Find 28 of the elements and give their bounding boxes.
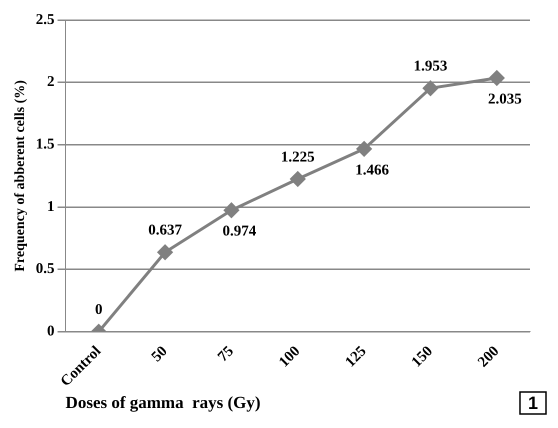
y-tick-label: 2: [47, 74, 55, 90]
x-tick-label: 100: [276, 343, 304, 371]
x-tick-label: 75: [215, 343, 237, 366]
y-tick-label: 1: [47, 198, 55, 215]
y-tick-label: 2.5: [36, 12, 55, 28]
y-tick-label: 0.5: [36, 261, 55, 278]
data-label: 1.953: [414, 58, 448, 75]
x-tick-label: 125: [342, 343, 370, 371]
point: [356, 141, 372, 156]
point: [489, 70, 504, 86]
x-tick-label: 50: [148, 343, 171, 366]
data-label: 1.225: [280, 149, 315, 166]
data-label: 0: [94, 302, 102, 318]
x-tick-label: 150: [408, 343, 436, 371]
y-tick-label: 0: [47, 324, 55, 340]
y-axis-title: Frequency of abberent cells (%): [13, 80, 28, 272]
data-label: 0.637: [148, 222, 182, 239]
x-axis-title: Doses of gamma rays (Gy): [66, 393, 261, 412]
data-label: 2.035: [488, 91, 522, 108]
data-label: 0.974: [222, 224, 257, 240]
text: 1: [528, 392, 538, 413]
y-tick-label: 1.5: [36, 136, 55, 153]
x-tick-label: 200: [475, 343, 502, 371]
point: [422, 80, 438, 96]
point: [290, 171, 306, 186]
point: [158, 244, 173, 260]
point: [224, 202, 239, 218]
data-label: 1.466: [355, 162, 390, 178]
